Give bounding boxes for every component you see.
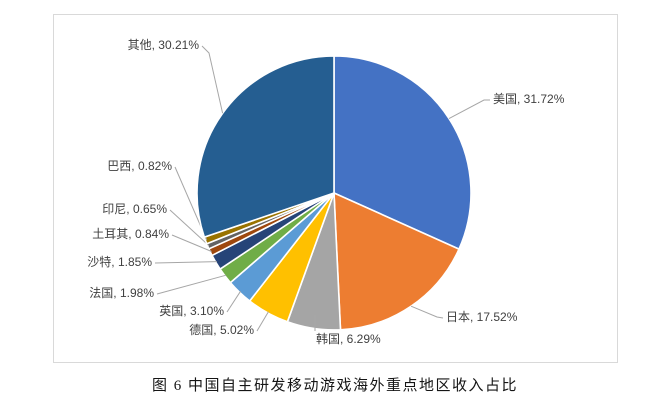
leader-line-others bbox=[201, 45, 224, 114]
leader-line-germany bbox=[256, 311, 269, 332]
leader-line-turkey bbox=[171, 234, 212, 252]
leader-line-uk bbox=[226, 291, 241, 313]
data-label-saudi: 沙特, 1.85% bbox=[87, 255, 152, 269]
pie-slice-others bbox=[196, 55, 335, 238]
data-label-indonesia: 印尼, 0.65% bbox=[102, 202, 167, 216]
data-label-brazil: 巴西, 0.82% bbox=[107, 159, 172, 173]
data-label-usa: 美国, 31.72% bbox=[493, 92, 565, 106]
leader-line-japan bbox=[410, 305, 444, 319]
data-label-germany: 德国, 5.02% bbox=[189, 323, 254, 337]
leader-line-saudi bbox=[154, 261, 218, 264]
data-label-france: 法国, 1.98% bbox=[89, 286, 154, 300]
leader-line-usa bbox=[448, 99, 490, 120]
figure-caption: 图 6 中国自主研发移动游戏海外重点地区收入占比 bbox=[151, 378, 518, 394]
data-label-others: 其他, 30.21% bbox=[127, 38, 199, 52]
data-label-uk: 英国, 3.10% bbox=[159, 304, 224, 318]
data-label-korea: 韩国, 6.29% bbox=[316, 332, 381, 346]
leader-line-indonesia bbox=[169, 209, 210, 247]
data-label-japan: 日本, 17.52% bbox=[446, 310, 518, 324]
leader-line-france bbox=[156, 274, 227, 295]
data-label-turkey: 土耳其, 0.84% bbox=[92, 227, 169, 241]
